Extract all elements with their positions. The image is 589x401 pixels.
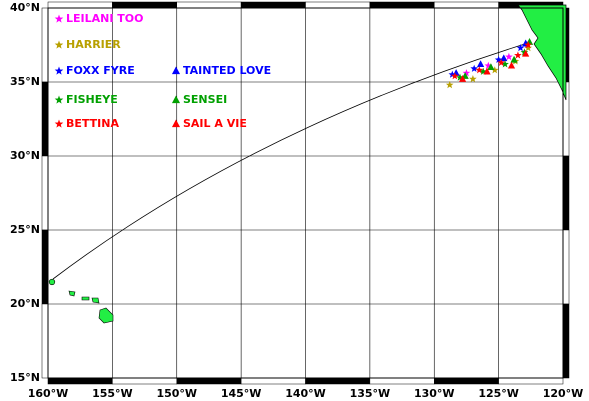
frame-stripe: [47, 377, 113, 385]
y-tick-label: 30°N: [10, 149, 40, 162]
x-tick-label: 130°W: [414, 387, 455, 400]
legend-label: SENSEI: [183, 93, 227, 106]
plot-frame: [47, 7, 564, 379]
legend-label: TAINTED LOVE: [183, 64, 271, 77]
track-point: [524, 41, 532, 49]
frame-stripe: [305, 377, 371, 385]
frame-stripe: [562, 303, 570, 379]
x-tick-label: 155°W: [92, 387, 133, 400]
track-point: [469, 75, 477, 83]
x-tick-label: 150°W: [156, 387, 197, 400]
track-point: [456, 73, 464, 81]
hawaii: [48, 278, 114, 324]
frame-stripe: [176, 377, 242, 385]
track-point: [445, 81, 454, 89]
frame-stripe: [305, 1, 371, 9]
legend-marker: [54, 66, 64, 75]
legend-marker: [54, 40, 64, 49]
track-point: [462, 69, 471, 77]
frame-stripe: [41, 81, 49, 157]
frame-stripe: [434, 1, 499, 9]
track-point: [507, 61, 516, 69]
california-coast: [517, 4, 567, 101]
legend-label: FISHEYE: [66, 93, 118, 106]
legend-marker: [171, 119, 181, 128]
y-tick-label: 20°N: [10, 297, 40, 310]
track-point: [510, 55, 518, 63]
track-point: [451, 72, 459, 80]
frame-stripe: [498, 377, 564, 385]
track-point: [477, 60, 485, 68]
x-tick-label: 160°W: [28, 387, 69, 400]
track-point: [491, 66, 499, 74]
track-point: [487, 63, 495, 70]
track-point: [497, 58, 505, 66]
frame-stripe: [41, 7, 49, 83]
island: [98, 307, 114, 324]
track-point: [516, 44, 525, 52]
legend-marker: [171, 66, 181, 75]
frame-stripe: [240, 377, 306, 385]
track-point: [501, 60, 509, 68]
x-tick-label: 135°W: [350, 387, 391, 400]
island: [81, 296, 90, 301]
frame-stripe: [41, 229, 49, 305]
track-point: [448, 70, 457, 78]
frame-stripe: [369, 377, 435, 385]
track-point: [458, 75, 467, 82]
track-point: [522, 49, 530, 57]
track-point: [524, 44, 532, 52]
track-point: [505, 52, 513, 61]
track-point: [484, 61, 493, 69]
island: [48, 278, 56, 286]
track-point: [520, 48, 529, 56]
legend-label: LEILANI TOO: [66, 12, 143, 25]
track-point: [494, 55, 503, 63]
x-tick-label: 125°W: [478, 387, 519, 400]
legend-marker: [171, 95, 181, 104]
track-point: [500, 54, 508, 62]
frame-stripe: [41, 155, 49, 231]
y-tick-label: 25°N: [10, 223, 40, 236]
legend-label: FOXX FYRE: [66, 64, 135, 77]
legend-label: BETTINA: [66, 117, 119, 130]
island: [91, 297, 100, 304]
frame-stripe: [562, 229, 570, 305]
legend-marker: [54, 95, 64, 104]
legend-label: HARRIER: [66, 38, 121, 51]
frame-stripe: [47, 1, 113, 9]
track-point: [483, 67, 491, 75]
frame-stripe: [369, 1, 435, 9]
y-tick-label: 15°N: [10, 371, 40, 384]
x-tick-label: 120°W: [543, 387, 584, 400]
frame-stripe: [562, 155, 570, 231]
frame-stripe: [434, 377, 499, 385]
frame-stripe: [41, 303, 49, 379]
track-point: [514, 51, 522, 59]
track-point: [470, 64, 478, 72]
legend-marker: [54, 14, 64, 23]
track-point: [475, 66, 484, 74]
x-tick-label: 140°W: [285, 387, 326, 400]
legend-marker: [54, 119, 64, 128]
legend-label: SAIL A VIE: [183, 117, 247, 130]
y-tick-label: 35°N: [10, 75, 40, 88]
frame-stripe: [176, 1, 242, 9]
x-tick-label: 145°W: [221, 387, 262, 400]
route-line: [52, 42, 529, 280]
frame-stripe: [112, 377, 177, 385]
island: [68, 290, 76, 297]
marks: [445, 38, 534, 89]
frame-stripe: [240, 1, 306, 9]
track-point: [479, 67, 487, 75]
frame-stripe: [112, 1, 177, 9]
y-tick-label: 40°N: [10, 1, 40, 14]
